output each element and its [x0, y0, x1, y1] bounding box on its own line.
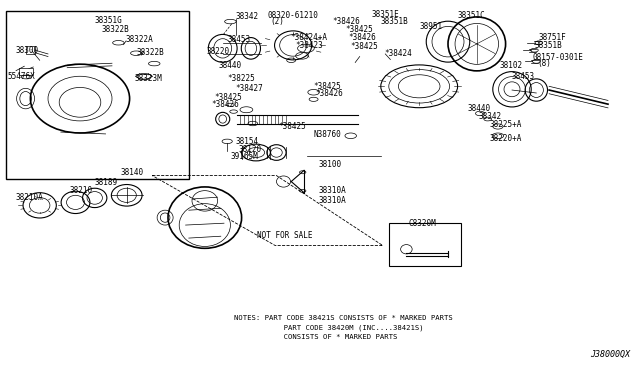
- Text: 55476X: 55476X: [8, 72, 35, 81]
- Text: N38760: N38760: [314, 130, 341, 139]
- Text: 38323M: 38323M: [134, 74, 162, 83]
- Text: NOTES: PART CODE 38421S CONSISTS OF * MARKED PARTS: NOTES: PART CODE 38421S CONSISTS OF * MA…: [234, 315, 452, 321]
- Text: 38210A: 38210A: [16, 193, 44, 202]
- Text: 38220+A: 38220+A: [490, 134, 522, 143]
- Text: *38425: *38425: [314, 82, 341, 91]
- Text: *38423: *38423: [296, 41, 323, 50]
- Text: 38300: 38300: [16, 46, 39, 55]
- Bar: [389, 223, 461, 266]
- Text: 38342: 38342: [236, 12, 259, 21]
- Text: 38453: 38453: [228, 35, 251, 44]
- Text: 39165M: 39165M: [230, 153, 258, 161]
- Bar: [19, 68, 33, 75]
- Text: (8): (8): [538, 60, 552, 68]
- Text: 38154: 38154: [236, 137, 259, 146]
- Text: *38424+A: *38424+A: [291, 33, 328, 42]
- Text: 38310A: 38310A: [319, 196, 346, 205]
- Text: *38426: *38426: [211, 100, 239, 109]
- Text: 38322B: 38322B: [101, 25, 129, 34]
- Text: 38210: 38210: [69, 186, 92, 195]
- Text: 38351E: 38351E: [371, 10, 399, 19]
- Text: J38000QX: J38000QX: [590, 350, 630, 359]
- Text: *38425: *38425: [278, 122, 306, 131]
- Text: 38140: 38140: [120, 169, 143, 177]
- Text: 38225+A: 38225+A: [490, 120, 522, 129]
- Text: 38310A: 38310A: [319, 186, 346, 195]
- Text: 38102: 38102: [499, 61, 522, 70]
- Text: 38351B: 38351B: [381, 17, 408, 26]
- Text: 38322B: 38322B: [136, 48, 164, 57]
- Text: 38342: 38342: [479, 112, 502, 121]
- Text: *38425: *38425: [346, 25, 373, 33]
- Text: 38322A: 38322A: [125, 35, 153, 44]
- Text: 38100: 38100: [319, 160, 342, 169]
- Text: *38424: *38424: [384, 49, 412, 58]
- Text: *38426: *38426: [316, 89, 343, 98]
- Text: 08157-0301E: 08157-0301E: [532, 53, 583, 62]
- Text: *38425: *38425: [351, 42, 378, 51]
- Text: 38351G: 38351G: [95, 16, 122, 25]
- Text: 38440: 38440: [219, 61, 242, 70]
- Text: 08320-61210: 08320-61210: [268, 11, 318, 20]
- Text: *38425: *38425: [214, 93, 242, 102]
- Text: 38951: 38951: [419, 22, 442, 31]
- Text: PART CODE 38420M (INC....38421S): PART CODE 38420M (INC....38421S): [253, 325, 424, 331]
- Text: 38189: 38189: [95, 178, 118, 187]
- Text: 38751F: 38751F: [539, 33, 566, 42]
- Bar: [26, 46, 35, 54]
- Text: *38225: *38225: [227, 74, 255, 83]
- Text: 38220: 38220: [206, 47, 229, 56]
- Text: NOT FOR SALE: NOT FOR SALE: [257, 231, 312, 240]
- Text: *38426: *38426: [333, 17, 360, 26]
- Text: C8320M: C8320M: [408, 219, 436, 228]
- Text: 38351B: 38351B: [534, 41, 562, 50]
- Text: CONSISTS OF * MARKED PARTS: CONSISTS OF * MARKED PARTS: [253, 334, 397, 340]
- Text: 38351C: 38351C: [458, 11, 485, 20]
- Text: (2): (2): [270, 17, 284, 26]
- Text: 38440: 38440: [467, 104, 490, 113]
- Text: 38120: 38120: [238, 145, 261, 154]
- Bar: [6, 11, 189, 179]
- Text: *38426: *38426: [349, 33, 376, 42]
- Text: *38427: *38427: [236, 84, 263, 93]
- Text: 38453: 38453: [512, 72, 535, 81]
